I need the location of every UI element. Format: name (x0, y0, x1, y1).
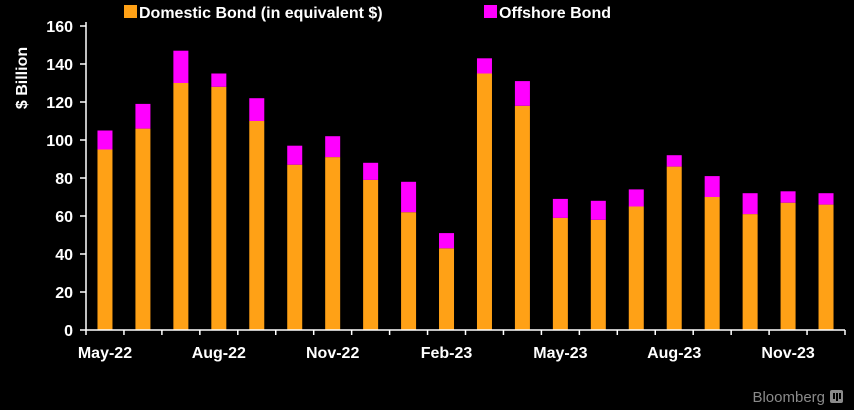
bar-offshore-jun-22 (135, 103, 151, 129)
x-tick-label: Nov-23 (761, 345, 814, 362)
bar-domestic-sep-22 (249, 121, 265, 330)
bar-offshore-jun-23 (590, 200, 606, 220)
bar-domestic-jul-22 (173, 83, 189, 330)
y-tick-label: 140 (46, 57, 73, 74)
brand-footer: Bloomberg (752, 389, 843, 406)
y-axis-title: $ Billion (14, 47, 31, 109)
y-tick-label: 100 (46, 133, 73, 150)
bar-offshore-oct-23 (742, 193, 758, 215)
bar-domestic-jan-23 (401, 212, 417, 330)
legend-label-domestic: Domestic Bond (in equivalent $) (139, 5, 383, 22)
x-tick-label: May-22 (78, 345, 132, 362)
bar-offshore-apr-23 (514, 81, 530, 106)
bar-offshore-sep-23 (704, 176, 720, 197)
bar-domestic-oct-23 (742, 214, 758, 330)
bar-domestic-jun-22 (135, 128, 151, 330)
bar-offshore-jul-23 (628, 189, 644, 207)
legend-swatch-domestic (124, 5, 137, 18)
y-tick-label: 60 (55, 209, 73, 226)
y-tick-label: 0 (64, 323, 73, 340)
bar-offshore-nov-22 (325, 136, 341, 158)
legend-swatch-offshore (484, 5, 497, 18)
bar-offshore-jan-23 (401, 181, 417, 213)
legend: Domestic Bond (in equivalent $) Offshore … (124, 5, 611, 22)
bar-domestic-aug-22 (211, 86, 227, 330)
bar-domestic-jun-23 (590, 219, 606, 330)
bar-domestic-mar-23 (476, 73, 492, 330)
bar-offshore-dec-23 (818, 193, 834, 205)
y-axis: 0 20 40 60 80 100 120 140 160 (46, 19, 87, 340)
bar-offshore-nov-23 (780, 191, 796, 203)
bar-domestic-aug-23 (666, 166, 682, 330)
bar-offshore-may-22 (97, 130, 113, 150)
bar-domestic-jul-23 (628, 206, 644, 330)
bloomberg-mark-icon (830, 390, 843, 403)
bar-domestic-may-23 (552, 217, 568, 330)
y-tick-label: 20 (55, 285, 73, 302)
bars (97, 50, 834, 330)
bar-domestic-dec-23 (818, 204, 834, 330)
bar-domestic-dec-22 (363, 179, 379, 330)
brand-label: Bloomberg (752, 389, 825, 406)
x-tick-label: Aug-22 (192, 345, 246, 362)
y-tick-label: 80 (55, 171, 73, 188)
y-tick-label: 120 (46, 95, 73, 112)
x-tick-label: Feb-23 (421, 345, 473, 362)
y-tick-label: 160 (46, 19, 73, 36)
legend-label-offshore: Offshore Bond (499, 5, 611, 22)
bar-domestic-sep-23 (704, 197, 720, 330)
y-tick-label: 40 (55, 247, 73, 264)
bar-domestic-nov-22 (325, 157, 341, 330)
bar-offshore-sep-22 (249, 98, 265, 121)
bar-offshore-may-23 (552, 198, 568, 218)
bar-domestic-apr-23 (514, 105, 530, 330)
bar-offshore-aug-22 (211, 73, 227, 87)
bar-offshore-jul-22 (173, 50, 189, 83)
bar-domestic-feb-23 (439, 248, 455, 330)
x-axis: May-22 Aug-22 Nov-22 Feb-23 May-23 Aug-23 Nov-… (78, 329, 846, 362)
bar-offshore-oct-22 (287, 145, 303, 165)
bar-offshore-mar-23 (476, 58, 492, 74)
bar-domestic-oct-22 (287, 164, 303, 330)
bar-offshore-feb-23 (439, 233, 455, 249)
x-tick-label: May-23 (533, 345, 587, 362)
bar-offshore-dec-22 (363, 162, 379, 180)
bar-offshore-aug-23 (666, 155, 682, 167)
x-tick-label: Aug-23 (647, 345, 701, 362)
bar-domestic-nov-23 (780, 202, 796, 330)
x-tick-label: Nov-22 (306, 345, 359, 362)
bar-domestic-may-22 (97, 149, 113, 330)
